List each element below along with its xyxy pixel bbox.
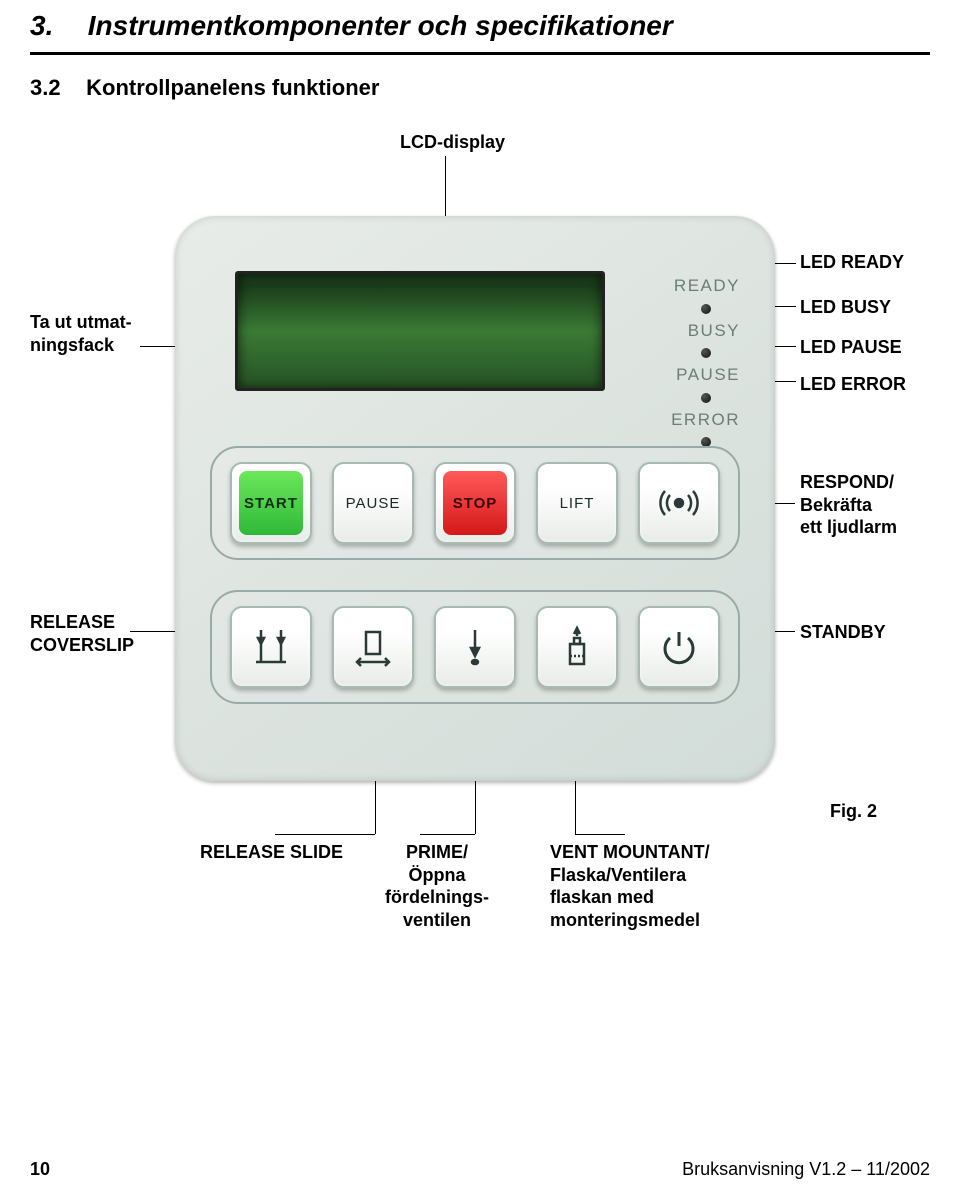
- led-ready: READY: [671, 271, 740, 314]
- led-label-column: READY BUSY PAUSE ERROR: [671, 271, 740, 449]
- label-standby: STANDBY: [800, 621, 886, 644]
- led-dot-pause: [701, 393, 711, 403]
- release-slide-button[interactable]: [332, 606, 414, 688]
- respond-button[interactable]: [638, 462, 720, 544]
- button-rows: START PAUSE STOP LIFT: [210, 446, 740, 734]
- slide-icon: [348, 622, 398, 672]
- chapter-number: 3.: [30, 10, 80, 42]
- section-number: 3.2: [30, 75, 80, 101]
- coverslip-icon: [246, 622, 296, 672]
- respond-icon: [654, 478, 704, 528]
- prime-icon: [450, 622, 500, 672]
- led-pause: PAUSE: [671, 360, 740, 403]
- vent-icon: [552, 622, 602, 672]
- leader-vent-h: [575, 834, 625, 835]
- chapter-text: Instrumentkomponenter och specifikatione…: [88, 10, 673, 41]
- label-led-ready: LED READY: [800, 251, 904, 274]
- lcd-display: [235, 271, 605, 391]
- leader-release-slide-h: [275, 834, 375, 835]
- leader-prime-h: [420, 834, 475, 835]
- control-panel: READY BUSY PAUSE ERROR START PAUSE STOP …: [175, 216, 775, 781]
- vent-button[interactable]: [536, 606, 618, 688]
- led-dot-busy: [701, 348, 711, 358]
- page-number: 10: [30, 1159, 50, 1180]
- label-release-slide: RELEASE SLIDE: [200, 841, 343, 864]
- section-title: 3.2 Kontrollpanelens funktioner: [0, 75, 960, 121]
- label-led-busy: LED BUSY: [800, 296, 891, 319]
- label-tray: Ta ut utmat- ningsfack: [30, 311, 132, 356]
- button-row-1: START PAUSE STOP LIFT: [210, 446, 740, 560]
- section-text: Kontrollpanelens funktioner: [86, 75, 379, 100]
- figure-caption: Fig. 2: [830, 801, 877, 822]
- led-busy: BUSY: [671, 316, 740, 359]
- lift-button[interactable]: LIFT: [536, 462, 618, 544]
- pause-button[interactable]: PAUSE: [332, 462, 414, 544]
- figure-area: LCD-display Ta ut utmat- ningsfack LED R…: [0, 121, 960, 901]
- power-icon: [654, 622, 704, 672]
- label-vent: VENT MOUNTANT/ Flaska/Ventilera flaskan …: [550, 841, 710, 931]
- release-coverslip-button[interactable]: [230, 606, 312, 688]
- standby-button[interactable]: [638, 606, 720, 688]
- footer-version: Bruksanvisning V1.2 – 11/2002: [682, 1159, 930, 1180]
- label-lcd: LCD-display: [400, 131, 505, 154]
- prime-button[interactable]: [434, 606, 516, 688]
- led-dot-ready: [701, 304, 711, 314]
- chapter-title: 3. Instrumentkomponenter och specifikati…: [0, 0, 960, 46]
- page-footer: 10 Bruksanvisning V1.2 – 11/2002: [30, 1159, 930, 1180]
- header-rule: [30, 52, 930, 55]
- label-respond: RESPOND/ Bekräfta ett ljudlarm: [800, 471, 897, 539]
- led-error: ERROR: [671, 405, 740, 448]
- label-release-coverslip: RELEASE COVERSLIP: [30, 611, 134, 656]
- start-button[interactable]: START: [230, 462, 312, 544]
- button-row-2: [210, 590, 740, 704]
- label-led-error: LED ERROR: [800, 373, 906, 396]
- label-prime: PRIME/ Öppna fördelnings- ventilen: [385, 841, 489, 931]
- stop-button[interactable]: STOP: [434, 462, 516, 544]
- label-led-pause: LED PAUSE: [800, 336, 902, 359]
